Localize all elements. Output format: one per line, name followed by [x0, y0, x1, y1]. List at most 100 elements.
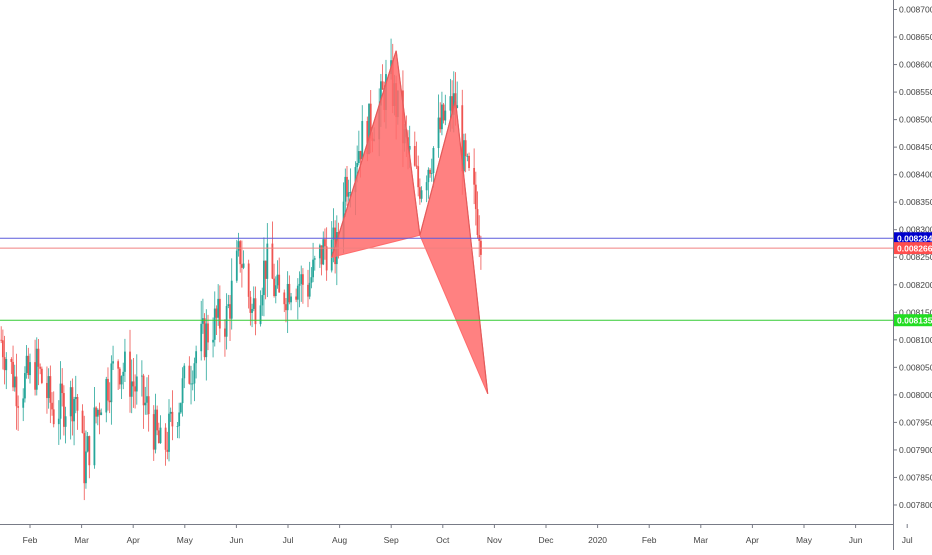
candle-body: [332, 227, 335, 240]
candle-body: [442, 104, 445, 121]
candle-body: [142, 375, 145, 406]
candle-body: [74, 396, 77, 399]
candle-body: [227, 304, 230, 307]
candle-body: [13, 376, 16, 388]
candle-body: [444, 110, 447, 121]
candle-body: [76, 396, 79, 411]
price-tick-label: 0.0081000: [899, 335, 932, 345]
candle-body: [266, 243, 269, 279]
candle-body: [63, 393, 65, 427]
candle-body: [205, 323, 208, 358]
candle-body: [290, 296, 292, 303]
candle-body: [169, 411, 172, 414]
price-label-badge-2: [894, 242, 932, 255]
candle-body: [368, 103, 370, 154]
candle-body: [288, 283, 291, 303]
candle-body: [10, 359, 13, 362]
candle-body: [468, 155, 470, 168]
candle-body: [200, 323, 203, 352]
candle-body: [320, 245, 323, 265]
candle-body: [213, 308, 216, 340]
candle-body: [283, 292, 286, 305]
candle-body: [247, 263, 250, 297]
price-tick-label: 0.0083000: [899, 225, 932, 235]
candle-body: [474, 184, 477, 210]
candle-body: [264, 260, 267, 279]
candle-body: [118, 368, 121, 385]
candle-body: [359, 151, 362, 160]
candle-body: [295, 296, 298, 300]
candle-body: [369, 103, 372, 139]
candle-body: [181, 378, 184, 404]
candle-body: [456, 105, 459, 109]
candle-body: [37, 348, 40, 367]
candle-body: [95, 407, 98, 417]
candle-body: [324, 239, 326, 247]
candle-body: [449, 96, 452, 111]
candle-body: [64, 416, 67, 427]
candle-body: [310, 277, 313, 283]
candle-body: [240, 264, 243, 268]
price-tick-label: 0.0078500: [899, 472, 932, 482]
candle-body: [129, 351, 131, 397]
candle-body: [212, 339, 214, 343]
candle-body: [441, 104, 443, 130]
time-tick-label: Apr: [746, 535, 759, 545]
candle-body: [418, 187, 421, 199]
candle-body: [286, 283, 289, 311]
candle-body: [108, 400, 111, 403]
candle-body: [249, 296, 252, 313]
candle-body: [425, 182, 428, 191]
candle-body: [179, 403, 182, 413]
candle-body: [347, 192, 350, 197]
candle-body: [35, 348, 38, 390]
price-label-text-1: 0.0082845: [897, 233, 932, 243]
candle-body: [203, 318, 206, 358]
time-tick-label: Jul: [902, 535, 913, 545]
candle-body: [346, 176, 348, 197]
candle-body: [224, 328, 226, 337]
candle-body: [17, 406, 20, 408]
candle-body: [313, 258, 316, 260]
candle-body: [356, 163, 359, 168]
candle-body: [73, 398, 75, 422]
time-axis[interactable]: Feb Mar Apr May Jun Jul Aug Sep Oct Nov Dec 2020 Feb…: [0, 524, 913, 545]
candle-body: [308, 282, 311, 297]
candle-body: [110, 363, 113, 403]
candle-body: [183, 365, 186, 379]
candle-body: [312, 259, 314, 278]
time-tick-label: Oct: [436, 535, 450, 545]
price-axis[interactable]: 0.0078000 0.0078500 0.0079000 0.0079500 0.00…: [893, 0, 932, 550]
candle-body: [195, 351, 198, 364]
candle-body: [166, 449, 169, 452]
candle-body: [112, 361, 114, 364]
candle-body: [430, 172, 433, 174]
candle-body: [156, 409, 159, 431]
time-tick-label: Jun: [230, 535, 244, 545]
candles-layer: [0, 38, 482, 501]
candle-body: [322, 239, 325, 265]
candle-body: [134, 386, 136, 392]
horizontal-lines-layer: [0, 237, 893, 321]
candle-body: [263, 260, 265, 296]
candle-body: [85, 451, 87, 484]
candle-body: [190, 383, 192, 385]
candle-body: [49, 376, 52, 403]
candle-body: [122, 371, 125, 377]
candle-body: [217, 298, 220, 318]
time-tick-label: May: [177, 535, 194, 545]
candle-body: [466, 155, 469, 157]
price-tick-label: 0.0085500: [899, 87, 932, 97]
candle-body: [251, 308, 253, 313]
candle-body: [420, 190, 423, 199]
candle-body: [366, 121, 369, 154]
candle-body: [259, 305, 262, 325]
candle-body: [154, 409, 157, 450]
candle-body: [242, 263, 245, 268]
candle-body: [168, 413, 170, 452]
candle-body: [193, 363, 196, 384]
candle-body: [451, 96, 453, 115]
candle-body: [276, 274, 279, 286]
candle-body: [47, 376, 50, 399]
